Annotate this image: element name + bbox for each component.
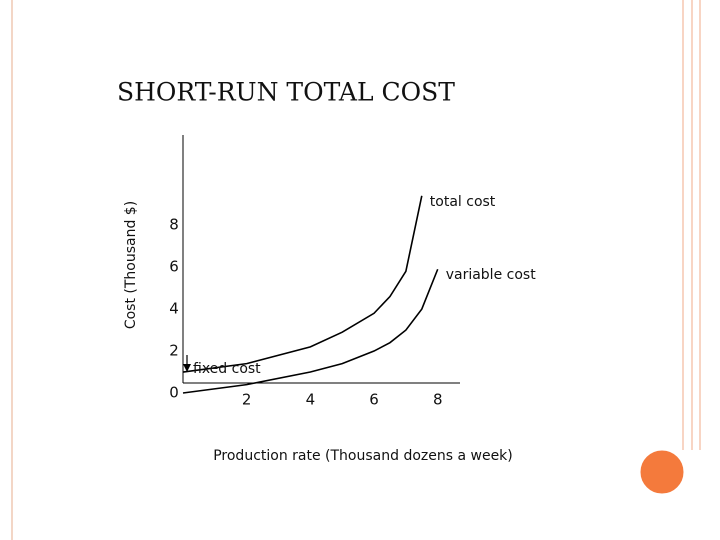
chart-title: SHORT-RUN TOTAL COST (117, 78, 455, 107)
y-tick-label: 0 (169, 384, 179, 402)
annotation: fixed cost (193, 361, 261, 377)
slide-decor-circle (637, 447, 687, 497)
x-tick-label: 6 (369, 391, 379, 409)
y-tick-label: 6 (169, 258, 179, 276)
series-label: variable cost (446, 267, 536, 283)
series-label: total cost (430, 194, 496, 210)
y-tick-label: 2 (169, 342, 179, 360)
x-tick-label: 8 (433, 391, 443, 409)
x-tick-label: 2 (242, 391, 252, 409)
y-tick-label: 4 (169, 300, 179, 318)
annotation-arrowhead (183, 364, 191, 373)
x-tick-label: 4 (306, 391, 316, 409)
series-line (182, 268, 439, 394)
y-axis-label: Cost (Thousand $) (123, 201, 139, 329)
y-tick-label: 8 (169, 216, 179, 234)
x-axis-label: Production rate (Thousand dozens a week) (213, 448, 513, 464)
series-line (182, 195, 423, 373)
plot: 0 2 4 6 8 2 4 6 8 total cost variable cost fixed co… (169, 135, 536, 409)
